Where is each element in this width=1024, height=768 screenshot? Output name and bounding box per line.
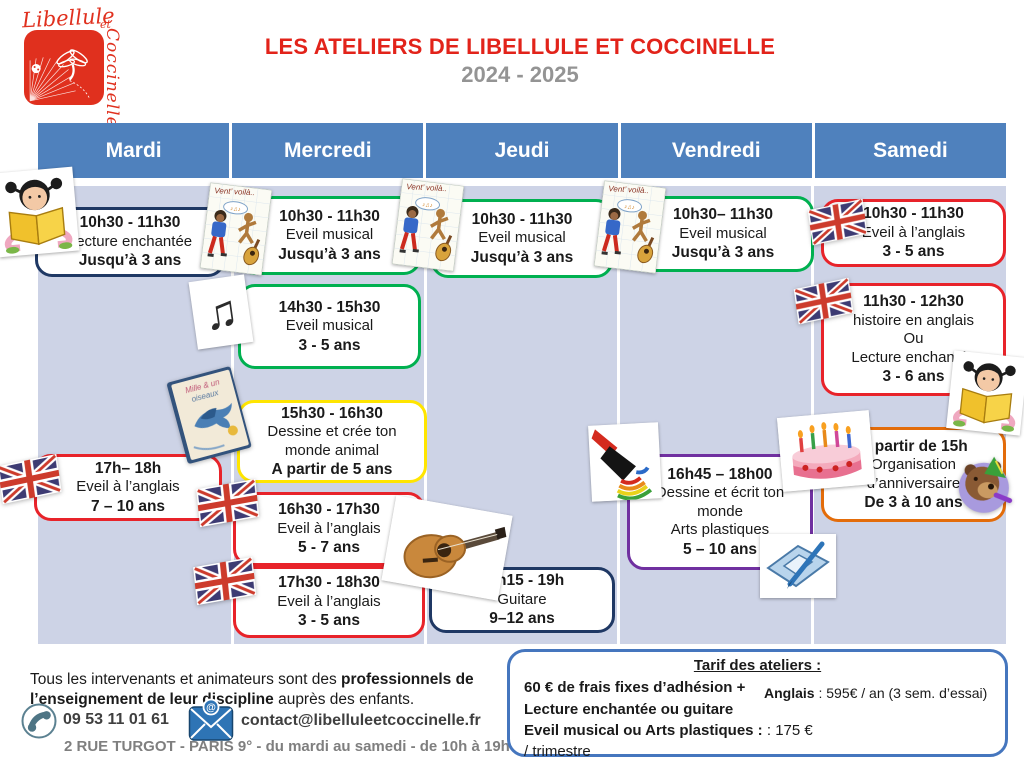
workshop-activity: Eveil musical — [478, 229, 566, 247]
workshop-time: 10h30 - 11h30 — [471, 210, 573, 228]
tarif-anglais-label: Anglais — [764, 685, 815, 701]
workshop-time: 17h30 - 18h30 — [278, 574, 380, 592]
kids-drawing-image — [391, 178, 465, 272]
workshop-activity: Lecture enchantée — [851, 348, 976, 366]
workshop-time: 10h30– 11h30 — [673, 206, 773, 224]
note-text: Tous les intervenants et animateurs sont… — [30, 670, 342, 688]
phone-icon — [20, 702, 58, 745]
workshop-card-jeudi-eveil: 10h30 - 11h30 Eveil musical Jusqu’à 3 an… — [431, 199, 613, 278]
workshop-card-mardi-anglais: 17h– 18h Eveil à l’anglais 7 – 10 ans — [34, 454, 222, 521]
workshop-activity: Eveil musical — [679, 224, 767, 242]
workshop-age: Jusqu’à 3 ans — [470, 248, 574, 266]
workshop-activity: Ou — [903, 330, 924, 348]
workshop-activity: Eveil à l’anglais — [277, 519, 381, 537]
brand-logo: Libellule et Coccinelle — [18, 4, 130, 128]
note-text: auprès des enfants. — [273, 690, 415, 708]
day-header-jeudi: Jeudi — [426, 123, 618, 178]
workshop-activity: histoire en anglais — [853, 311, 974, 329]
workshop-activity: Guitare — [497, 590, 547, 608]
workshop-activity: Dessine et crée ton monde animal — [267, 422, 397, 459]
intervenants-note: Tous les intervenants et animateurs sont… — [30, 670, 492, 711]
workshop-age: A partir de 5 ans — [271, 461, 393, 479]
column-divider — [617, 186, 620, 644]
kids-drawing-image — [593, 180, 667, 274]
workshop-time: 16h45 – 18h00 — [667, 465, 773, 483]
workshop-activity: Eveil à l’anglais — [76, 478, 180, 496]
day-header-samedi: Samedi — [814, 123, 1007, 178]
workshop-age: Jusqu’à 3 ans — [278, 245, 381, 263]
workshop-time: 10h30 - 11h30 — [279, 207, 380, 225]
workshop-time: 14h30 - 15h30 — [278, 298, 381, 316]
logo-word-et: et — [100, 18, 111, 31]
workshop-time: 11h30 - 12h30 — [863, 293, 964, 311]
workshop-activity: Lecture enchantée — [67, 232, 193, 250]
workshop-time: 10h30 - 11h30 — [79, 214, 181, 232]
workshop-activity: Eveil à l’anglais — [861, 223, 966, 241]
logo-red-square — [24, 30, 104, 105]
workshop-age: 5 - 7 ans — [297, 539, 361, 557]
workshop-age: 5 – 10 ans — [682, 540, 758, 558]
workshop-age: 9–12 ans — [489, 610, 555, 628]
workshop-age: 3 - 6 ans — [882, 368, 945, 386]
tarif-title: Tarif des ateliers : — [693, 657, 822, 674]
workshop-age: Jusqu’à 3 ans — [671, 244, 775, 262]
tarif-box: Tarif des ateliers : 60 € de frais fixes… — [507, 649, 1008, 760]
workshop-age: 3 - 5 ans — [297, 612, 361, 630]
workshop-age: De 3 à 10 ans — [864, 494, 963, 512]
phone-number: 09 53 11 01 61 — [63, 711, 169, 728]
email-address: contact@libelluleetcoccinelle.fr — [241, 712, 481, 729]
girl-reading-image — [946, 350, 1024, 436]
workshop-activity: Eveil musical — [285, 317, 374, 335]
tarif-line-anglais: Anglais : 595€ / an (3 sem. d’essai) — [764, 685, 987, 701]
music-note-glyph: ♫ — [200, 283, 242, 341]
email-icon — [188, 698, 234, 747]
paper-and-pen-image — [760, 534, 836, 598]
workshop-age: 3 - 5 ans — [882, 243, 945, 261]
workshop-time: 17h– 18h — [94, 459, 162, 477]
day-header-mercredi: Mercredi — [232, 123, 424, 178]
workshop-card-mercredi-eveil-2: 14h30 - 15h30 Eveil musical 3 - 5 ans — [238, 284, 421, 369]
tarif-eveil-value: : 175 € — [766, 722, 813, 739]
workshop-card-mercredi-dessine: 15h30 - 16h30 Dessine et crée ton monde … — [237, 400, 427, 483]
workshop-activity: Eveil musical — [285, 226, 374, 244]
workshop-time: 16h30 - 17h30 — [278, 501, 380, 519]
birthday-cake-image — [776, 410, 876, 492]
tarif-eveil-label: Eveil musical ou Arts plastiques : — [524, 722, 767, 739]
tarif-line-lecture: Lecture enchantée ou guitare — [524, 701, 734, 718]
workshop-age: 7 – 10 ans — [90, 497, 166, 515]
kids-drawing-image — [199, 182, 273, 276]
dragonfly-icon — [24, 30, 104, 105]
party-bear-image — [951, 447, 1020, 526]
workshop-card-jeudi-guitare: 18h15 - 19h Guitare 9–12 ans — [429, 567, 615, 633]
workshop-time: 10h30 - 11h30 — [863, 205, 964, 223]
page-title: LES ATELIERS DE LIBELLULE ET COCCINELLE — [264, 34, 776, 59]
weekday-header-row: Mardi Mercredi Jeudi Vendredi Samedi — [38, 123, 1007, 178]
address-line: 2 RUE TURGOT - PARIS 9° - du mardi au sa… — [64, 738, 510, 755]
workshop-activity: Dessine et écrit ton monde — [655, 484, 785, 520]
paintbrush-image — [588, 422, 662, 502]
uk-flag-icon — [196, 473, 261, 538]
tarif-line-adhesion: 60 € de frais fixes d’adhésion + — [524, 679, 746, 696]
tarif-line-trimestre: / trimestre — [524, 743, 591, 760]
workshop-activity: Organisation d’anniversaire — [866, 455, 961, 492]
uk-flag-icon — [193, 551, 258, 616]
girl-reading-image — [0, 166, 80, 258]
logo-word-coccinelle: Coccinelle — [102, 28, 122, 128]
workshop-time: 15h30 - 16h30 — [281, 404, 383, 422]
workshop-activity: Eveil à l’anglais — [277, 592, 381, 610]
tarif-anglais-value: : 595€ / an (3 sem. d’essai) — [814, 685, 988, 701]
workshop-age: Jusqu’à 3 ans — [78, 252, 182, 270]
workshop-age: 3 - 5 ans — [298, 336, 361, 354]
workshop-time: À partir de 15h — [859, 437, 968, 455]
music-note-icon: ♫ — [188, 274, 254, 350]
day-header-vendredi: Vendredi — [620, 123, 812, 178]
page-subtitle: 2024 - 2025 — [461, 62, 579, 87]
tarif-line-eveil: Eveil musical ou Arts plastiques : : 175… — [524, 722, 813, 739]
workshop-activity: Arts plastiques — [670, 521, 770, 539]
